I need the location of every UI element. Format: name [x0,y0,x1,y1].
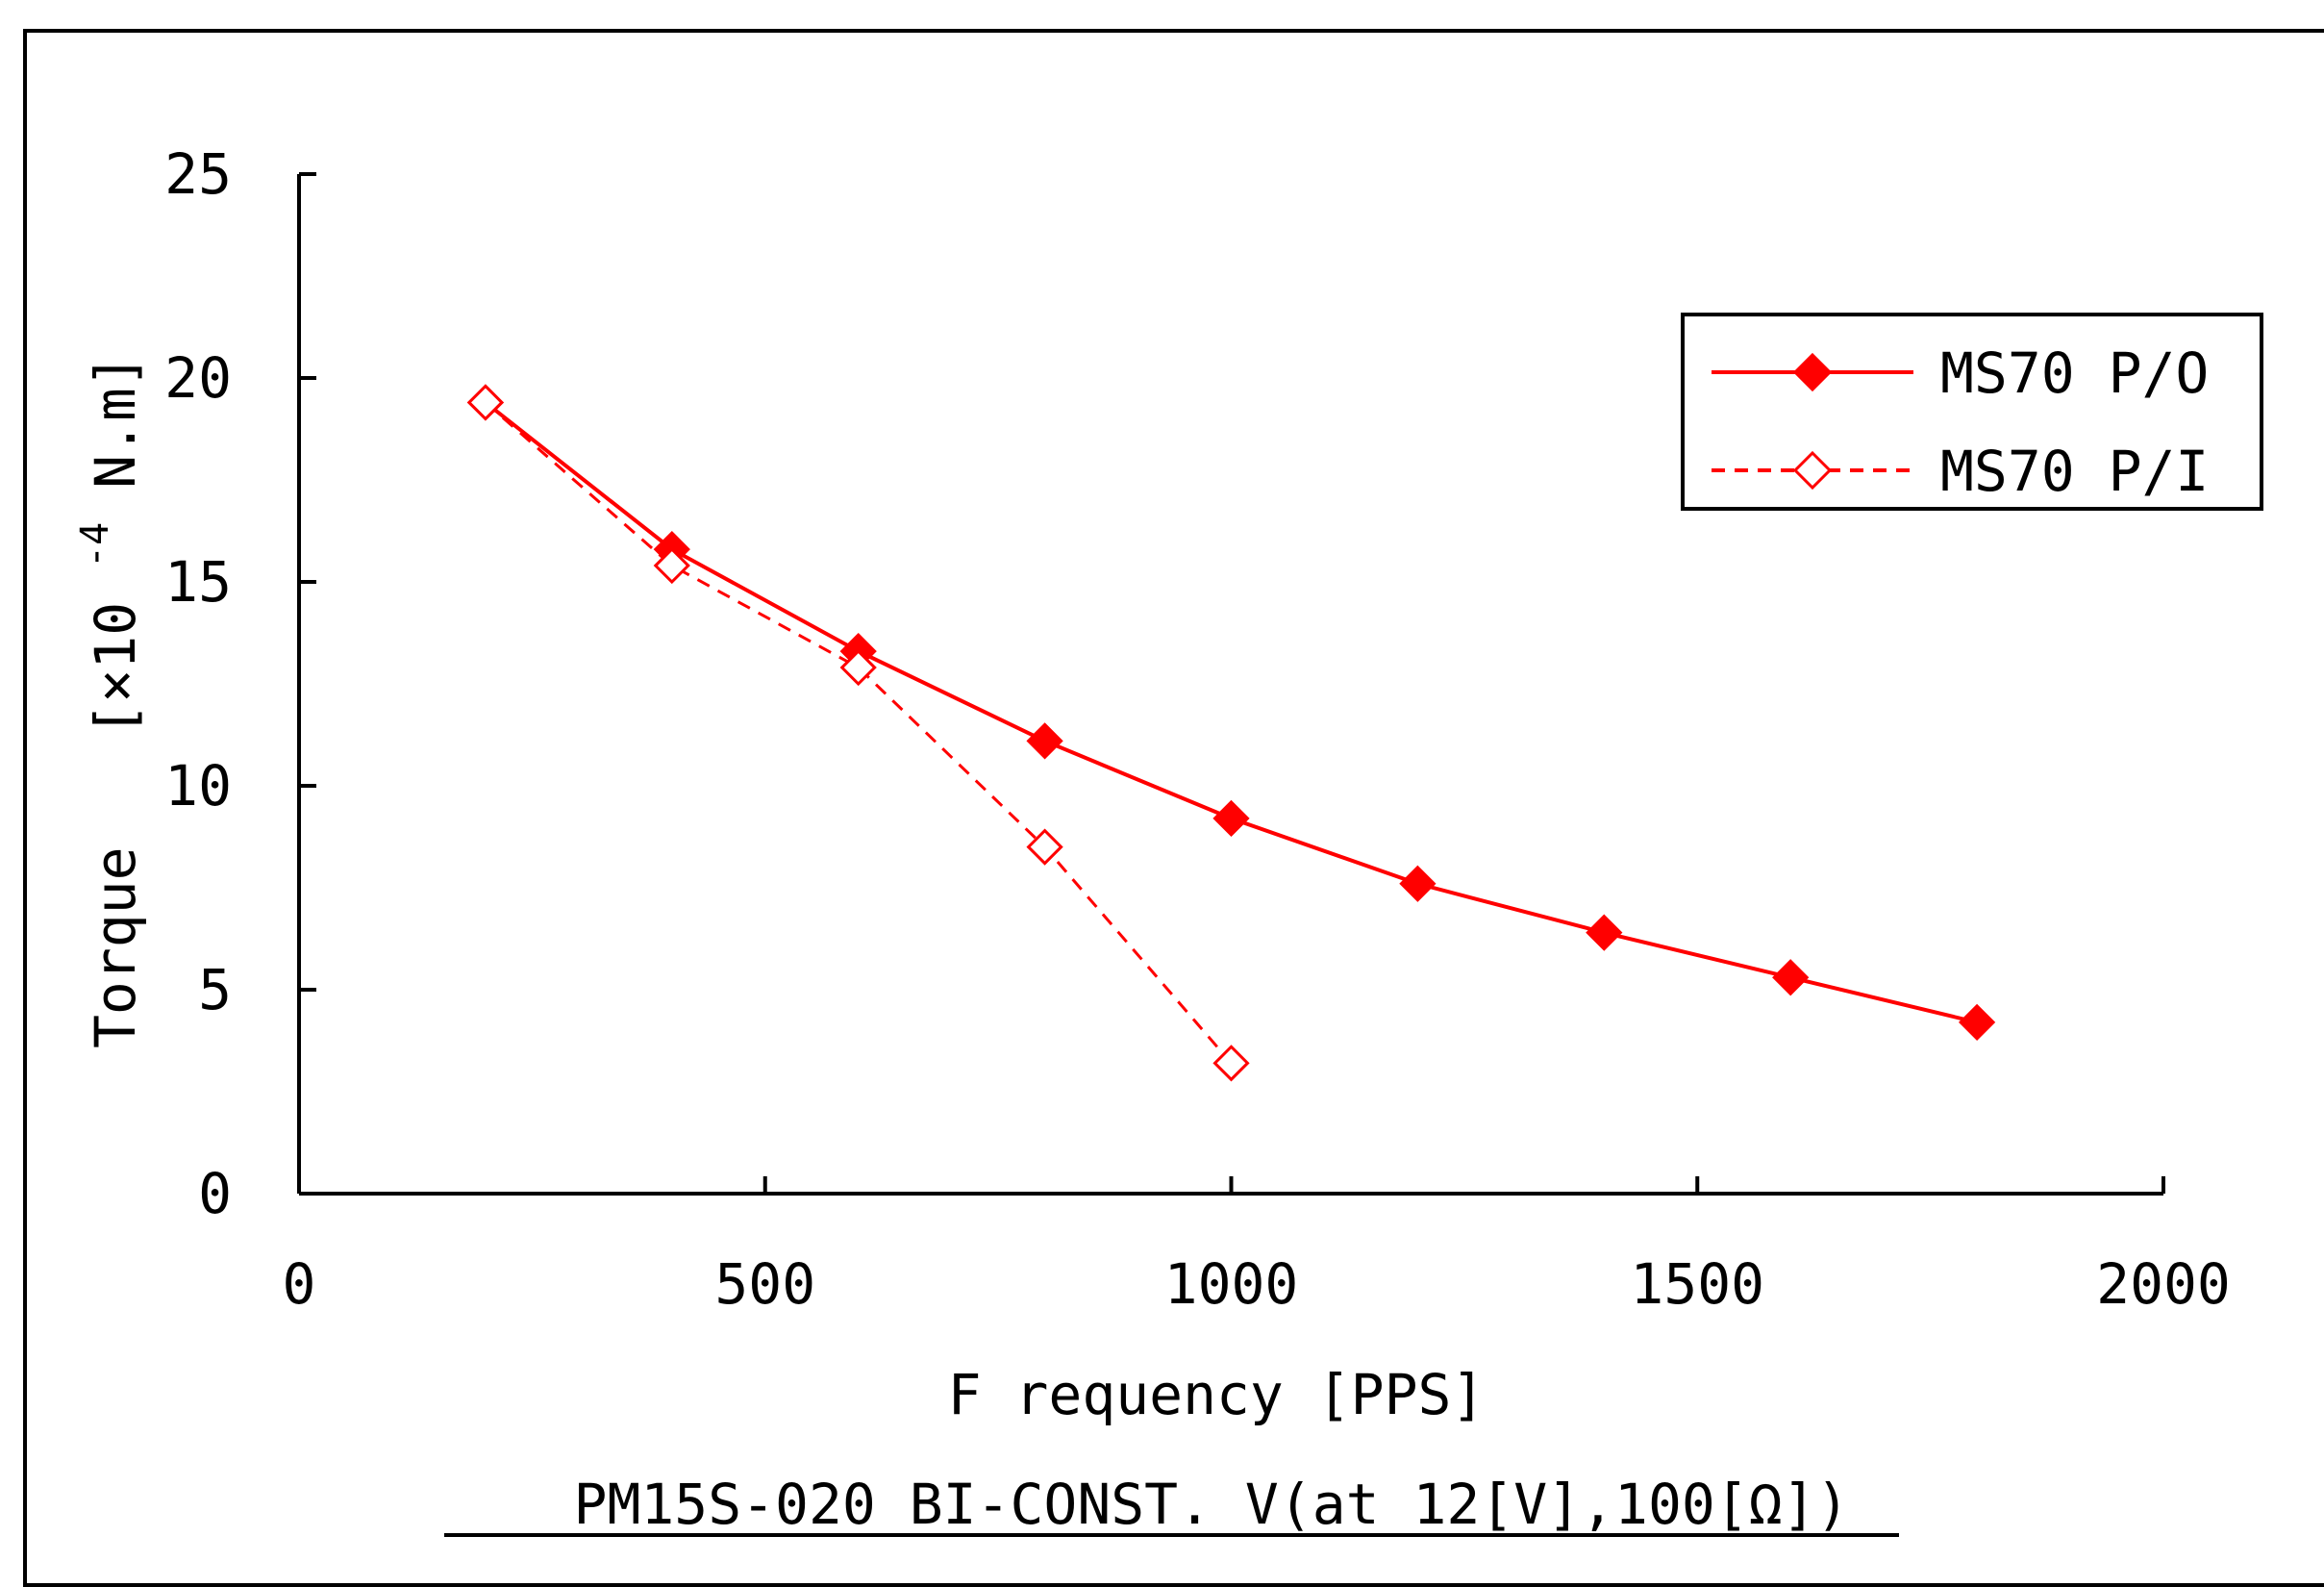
axes [297,172,2165,1196]
x-tick-label: 1500 [1630,1251,1764,1317]
series-layer [466,384,1996,1082]
y-axis-title-exponent: -4 [73,522,117,568]
x-tick-label: 500 [714,1251,815,1317]
series-0-point [1026,722,1063,760]
y-tick-label: 5 [198,957,232,1022]
legend: MS70 P/O MS70 P/I [1681,313,2263,511]
x-tick-label: 1000 [1164,1251,1299,1317]
x-tick-label: 0 [283,1251,316,1317]
y-tick-label: 0 [198,1161,232,1226]
legend-marker-pi [1792,450,1833,491]
y-axis-title-main: Torque [83,846,148,1048]
y-tick-labels: 0 5 10 15 20 25 [164,141,232,1226]
chart-footer-caption: PM15S-020 BI-CONST. V(at 12[V],100[Ω]) [574,1472,1850,1537]
series-1-point [1026,828,1063,866]
y-tick-label: 25 [164,141,232,207]
legend-label-pi: MS70 P/I [1940,439,2209,504]
series-1-point [839,648,877,687]
series-1-point [653,546,690,585]
y-axis-title-unit-prefix: [×10 [83,602,148,737]
y-axis-title-unit-suffix: N.m] [83,354,148,489]
series-0-point [1212,799,1250,838]
y-tick-label: 10 [164,753,232,819]
y-tick-label: 15 [164,549,232,615]
series-1-point [1212,1045,1250,1082]
series-0-point [1399,865,1437,902]
y-axis-title: Torque [×10 -4 N.m] [56,354,148,1048]
legend-box [1681,313,2263,511]
series-line-1 [484,401,1233,1065]
chart-frame [23,29,2324,1587]
svg-text:Torque [×10 -4: Torque [×10 -4 N.m] [56,354,148,1048]
series-1-point [466,384,505,421]
x-axis-title: F requency [PPS] [948,1362,1486,1427]
series-0-point [1586,914,1623,951]
x-tick-label: 2000 [2096,1251,2231,1317]
x-tick-labels: 0 500 1000 1500 2000 [283,1251,2231,1317]
legend-label-po: MS70 P/O [1940,340,2209,406]
y-tick-label: 20 [164,345,232,411]
series-0-point [1958,1003,1996,1042]
series-0-point [1772,959,1810,996]
legend-marker-po [1792,352,1833,392]
